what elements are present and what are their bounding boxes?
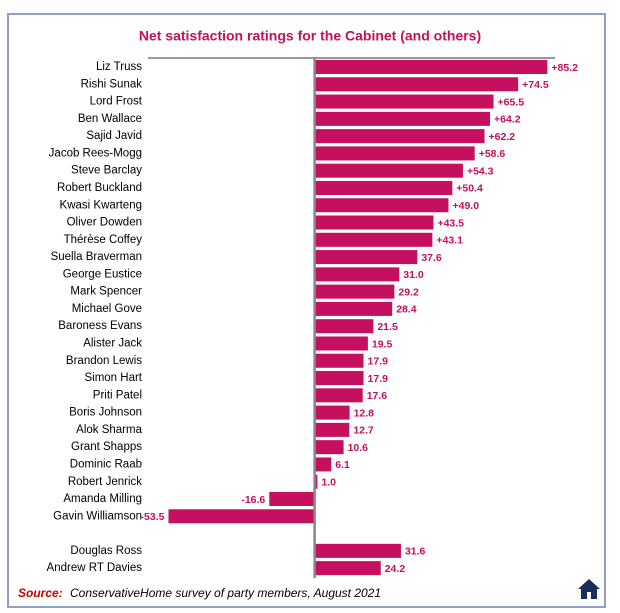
bar bbox=[314, 371, 364, 386]
category-label: Alok Sharma bbox=[76, 424, 142, 436]
category-label: Suella Braverman bbox=[51, 251, 142, 263]
value-label: 6.1 bbox=[335, 459, 350, 471]
category-label: Brandon Lewis bbox=[66, 355, 142, 367]
bar bbox=[269, 492, 315, 506]
bar bbox=[314, 319, 374, 334]
value-label: 29.2 bbox=[398, 286, 419, 298]
value-label: 37.6 bbox=[421, 252, 442, 264]
bar bbox=[314, 543, 401, 558]
bar bbox=[314, 353, 364, 368]
bar bbox=[314, 457, 332, 472]
bar bbox=[314, 180, 453, 195]
bar bbox=[314, 267, 400, 282]
category-label: Robert Buckland bbox=[57, 182, 142, 194]
bar bbox=[314, 111, 490, 126]
frame bbox=[7, 13, 606, 608]
bar bbox=[314, 163, 463, 178]
category-label: Simon Hart bbox=[84, 372, 142, 384]
value-label: 31.0 bbox=[403, 269, 424, 281]
category-label: George Eustice bbox=[63, 268, 142, 280]
bar bbox=[314, 60, 548, 74]
value-label: +54.3 bbox=[467, 165, 494, 177]
category-label: Amanda Milling bbox=[63, 493, 142, 505]
value-label: 1.0 bbox=[321, 477, 336, 489]
value-label: 24.2 bbox=[385, 563, 406, 575]
category-label: Douglas Ross bbox=[70, 545, 142, 557]
category-label: Rishi Sunak bbox=[81, 78, 143, 90]
value-label: +50.4 bbox=[456, 183, 483, 195]
bar bbox=[314, 77, 519, 92]
value-label: 28.4 bbox=[396, 304, 417, 316]
value-label: +43.1 bbox=[436, 235, 463, 247]
chart-title: Net satisfaction ratings for the Cabinet… bbox=[139, 28, 481, 44]
bar bbox=[314, 284, 395, 299]
category-label: Sajid Javid bbox=[86, 130, 142, 142]
category-label: Lord Frost bbox=[90, 96, 143, 108]
bar bbox=[314, 215, 434, 230]
category-label: Dominic Raab bbox=[70, 458, 142, 470]
bar bbox=[168, 509, 315, 524]
bar bbox=[314, 198, 449, 213]
category-label: Thérèse Coffey bbox=[64, 234, 143, 246]
value-label: 21.5 bbox=[377, 321, 398, 333]
bar bbox=[314, 336, 368, 351]
bar bbox=[314, 388, 363, 403]
bar bbox=[314, 440, 344, 455]
bar bbox=[314, 129, 485, 144]
category-label: Ben Wallace bbox=[78, 113, 142, 125]
value-label: +49.0 bbox=[452, 200, 479, 212]
bar bbox=[314, 232, 433, 247]
value-label: -53.5 bbox=[141, 511, 165, 523]
category-label: Mark Spencer bbox=[70, 286, 142, 298]
category-label: Gavin Williamson bbox=[53, 510, 142, 522]
category-label: Boris Johnson bbox=[69, 407, 142, 419]
category-label: Baroness Evans bbox=[58, 320, 142, 332]
value-label: 19.5 bbox=[372, 338, 393, 350]
bar bbox=[314, 561, 381, 576]
value-label: 17.9 bbox=[368, 356, 389, 368]
value-label: +58.6 bbox=[479, 148, 506, 160]
category-label: Alister Jack bbox=[83, 338, 142, 350]
value-label: +62.2 bbox=[489, 131, 516, 143]
value-label: 17.6 bbox=[367, 390, 388, 402]
category-label: Liz Truss bbox=[96, 61, 142, 73]
category-label: Kwasi Kwarteng bbox=[60, 199, 142, 211]
value-label: 17.9 bbox=[368, 373, 389, 385]
category-label: Grant Shapps bbox=[71, 441, 142, 453]
bar bbox=[314, 422, 350, 437]
category-label: Michael Gove bbox=[72, 303, 142, 315]
source: ConservativeHome survey of party members… bbox=[70, 586, 381, 600]
category-label: Robert Jenrick bbox=[68, 476, 142, 488]
bar bbox=[314, 94, 494, 109]
source-label: Source: bbox=[18, 586, 63, 600]
value-label: +85.2 bbox=[551, 62, 578, 74]
value-label: 10.6 bbox=[348, 442, 369, 454]
value-label: +65.5 bbox=[498, 96, 525, 108]
bar bbox=[314, 250, 418, 265]
category-label: Jacob Rees-Mogg bbox=[49, 147, 142, 159]
bar bbox=[314, 146, 475, 161]
value-label: +64.2 bbox=[494, 114, 521, 126]
bar bbox=[314, 474, 318, 489]
bar bbox=[314, 405, 350, 420]
category-label: Priti Patel bbox=[93, 389, 142, 401]
value-label: +74.5 bbox=[522, 79, 549, 91]
category-label: Andrew RT Davies bbox=[47, 562, 143, 574]
value-label: 12.8 bbox=[354, 407, 375, 419]
category-label: Oliver Dowden bbox=[67, 217, 142, 229]
value-label: -16.6 bbox=[241, 494, 265, 506]
value-label: 12.7 bbox=[353, 425, 374, 437]
value-label: +43.5 bbox=[437, 217, 464, 229]
value-label: 31.6 bbox=[405, 546, 426, 558]
bar bbox=[314, 301, 393, 316]
category-label: Steve Barclay bbox=[71, 165, 142, 177]
home-icon bbox=[578, 579, 600, 599]
